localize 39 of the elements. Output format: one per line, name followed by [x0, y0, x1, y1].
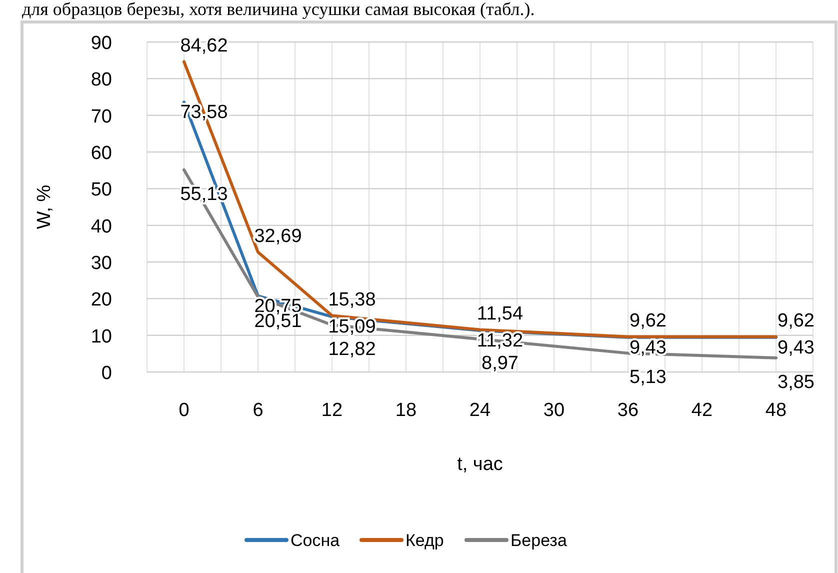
legend-label: Береза [510, 531, 568, 550]
data-label: 11,32 [476, 330, 524, 352]
y-tick-label: 50 [90, 180, 112, 201]
data-label: 11,54 [476, 304, 524, 325]
data-label: 5,13 [630, 367, 666, 388]
data-label: 12,82 [328, 338, 376, 360]
y-tick-label: 20 [90, 290, 112, 311]
text: для образцов березы, хотя величина усушки самая высокая (табл.). [22, 0, 535, 19]
y-tick-label: 0 [101, 363, 112, 384]
legend-label: Сосна [290, 531, 340, 550]
data-label: 9,62 [630, 310, 666, 332]
x-tick-label: 30 [543, 400, 565, 421]
x-tick-label: 48 [765, 400, 787, 421]
data-label: 9,43 [630, 337, 666, 358]
data-label: 15,38 [328, 290, 376, 311]
y-tick-label: 30 [90, 253, 112, 274]
data-label: 3,85 [778, 372, 814, 393]
x-tick-label: 6 [252, 400, 264, 421]
y-axis-title: W, % [34, 184, 55, 230]
y-tick-label: 10 [90, 326, 112, 348]
y-tick-label: 70 [90, 106, 112, 128]
x-axis-title: t, час [457, 454, 503, 475]
x-tick-label: 36 [617, 400, 639, 421]
x-tick-label: 0 [178, 400, 190, 421]
data-label: 9,43 [778, 337, 814, 358]
y-tick-label: 60 [90, 143, 112, 164]
x-tick-label: 12 [321, 400, 343, 421]
data-label: 32,69 [254, 226, 302, 248]
y-tick-label: 40 [90, 216, 112, 238]
data-label: 84,62 [180, 36, 228, 57]
x-tick-label: 18 [395, 400, 417, 421]
legend-label: Кедр [406, 531, 444, 550]
x-tick-label: 24 [469, 400, 491, 421]
data-label: 8,97 [482, 353, 518, 374]
x-tick-label: 42 [691, 400, 713, 421]
data-label: 15,09 [328, 316, 376, 338]
y-tick-label: 90 [90, 33, 112, 54]
data-label: 9,62 [778, 310, 814, 332]
y-tick-label: 80 [90, 70, 112, 91]
